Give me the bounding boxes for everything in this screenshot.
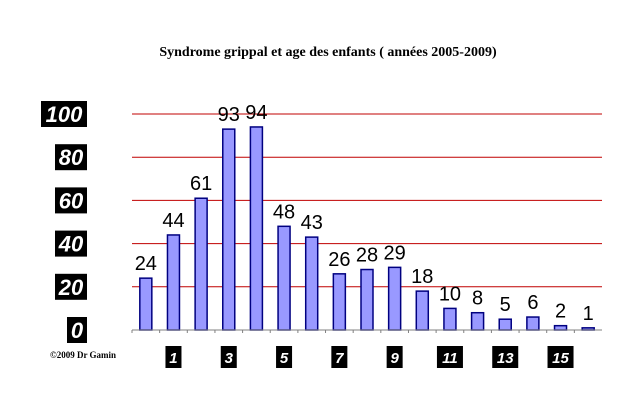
bar-15	[553, 324, 568, 331]
data-label-12: 8	[472, 288, 483, 310]
grid-lines	[132, 113, 602, 288]
bar-3	[222, 128, 236, 331]
bar-8	[360, 268, 374, 331]
x-tick-label-5: 5	[280, 350, 289, 367]
y-tick-label-0: 0	[71, 318, 84, 343]
data-label-0: 24	[135, 253, 157, 275]
bar-10	[415, 290, 430, 331]
data-label-1: 44	[162, 210, 184, 232]
bar-0	[139, 277, 153, 331]
bar-2	[194, 197, 208, 331]
y-tick-label-60: 60	[59, 188, 84, 213]
x-tick-label-9: 9	[390, 350, 399, 367]
data-label-3: 93	[218, 104, 240, 126]
y-axis-ticks: 0 20 40 60 80 100	[41, 101, 87, 343]
bar-7	[332, 273, 347, 331]
x-tick-box-11	[436, 346, 463, 368]
data-label-11: 10	[439, 283, 461, 305]
bar-6	[304, 236, 319, 331]
bar-12	[470, 311, 485, 331]
chart-title: Syndrome grippal et age des enfants ( an…	[159, 45, 497, 60]
data-label-8: 28	[356, 245, 378, 267]
bars	[139, 126, 595, 331]
data-label-4: 94	[245, 102, 267, 124]
data-label-5: 48	[273, 201, 295, 223]
x-tick-box-15	[547, 346, 574, 368]
x-tick-box-7	[331, 346, 348, 368]
y-tick-box-60	[55, 187, 87, 214]
data-label-15: 2	[555, 301, 566, 323]
data-label-7: 26	[328, 249, 350, 271]
x-tick-label-3: 3	[225, 350, 234, 367]
data-label-14: 6	[527, 292, 538, 314]
x-tick-label-7: 7	[335, 350, 344, 367]
x-tick-label-11: 11	[442, 350, 458, 367]
data-label-10: 18	[411, 266, 433, 288]
bar-9	[387, 266, 402, 331]
y-tick-label-100: 100	[46, 102, 83, 127]
y-tick-label-80: 80	[59, 145, 84, 170]
data-label-2: 61	[190, 173, 212, 195]
x-tick-box-13	[492, 346, 519, 368]
bar-5	[277, 225, 291, 331]
y-tick-label-40: 40	[58, 232, 84, 257]
x-tick-box-1	[165, 346, 182, 368]
y-tick-label-20: 20	[58, 275, 84, 300]
copyright-credit: ©2009 Dr Gamin	[50, 350, 116, 360]
x-tick-label-1: 1	[169, 350, 177, 367]
data-label-9: 29	[384, 242, 406, 264]
y-tick-box-0	[67, 317, 87, 343]
y-tick-box-100	[41, 101, 87, 127]
data-label-6: 43	[301, 212, 323, 234]
x-tick-label-15: 15	[552, 350, 569, 367]
y-tick-box-80	[55, 144, 87, 171]
bar-11	[443, 307, 457, 331]
bar-4	[249, 126, 264, 331]
x-tick-box-3	[220, 346, 237, 368]
y-tick-box-40	[55, 230, 87, 257]
y-tick-box-20	[55, 273, 87, 300]
x-tick-box-5	[276, 346, 293, 368]
x-tick-label-13: 13	[497, 350, 514, 367]
x-tick-box-9	[386, 346, 403, 368]
data-label-16: 1	[583, 303, 594, 325]
bar-1	[166, 234, 181, 331]
data-label-13: 5	[500, 294, 511, 316]
bar-13	[498, 318, 512, 331]
x-axis-ticks: 1 3 5 7 9 11 13 15	[131, 330, 575, 368]
bar-14	[526, 316, 540, 331]
